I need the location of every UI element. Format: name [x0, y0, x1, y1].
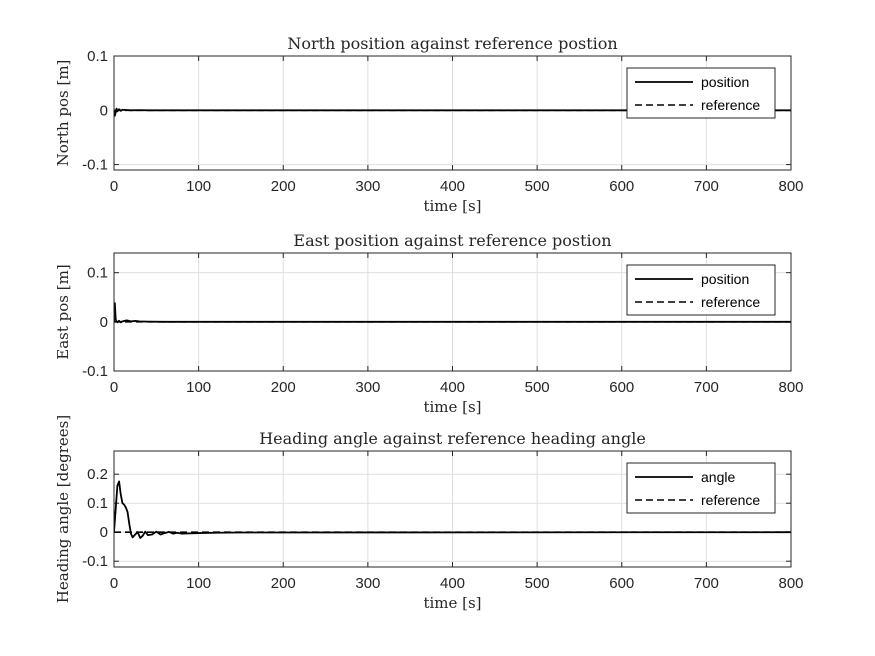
- chart-2-legend: position reference: [626, 264, 776, 316]
- chart-1-x-tick-label-5: 500: [525, 178, 550, 195]
- chart-2-x-tick-label-6: 600: [609, 379, 634, 396]
- chart-3-x-axis-label: time [s]: [423, 594, 481, 612]
- chart-2-legend-label-position: position: [701, 271, 749, 287]
- chart-2-y-axis-label: East pos [m]: [54, 264, 72, 359]
- chart-1-series-position-line: [114, 107, 791, 117]
- chart-3-legend-box: [626, 462, 776, 514]
- chart-3-y-tick-label-2: 0.1: [87, 495, 108, 512]
- chart-2-x-tick-label-0: 0: [110, 379, 118, 396]
- chart-2-legend-label-reference: reference: [701, 294, 760, 310]
- chart-3-group: 0 100 200 300 400 500 600 700 800-0.100.10.2Head…: [54, 415, 804, 612]
- chart-1-x-tick-label-7: 700: [694, 178, 719, 195]
- chart-1-x-tick-label-6: 600: [609, 178, 634, 195]
- chart-3-x-tick-label-2: 200: [271, 575, 296, 592]
- chart-3-legend-label-reference: reference: [701, 492, 760, 508]
- chart-3-x-tick-label-4: 400: [440, 575, 465, 592]
- chart-3-y-axis-label: Heading angle [degrees]: [54, 415, 72, 603]
- chart-2-series-position-line: [114, 302, 791, 324]
- chart-2-x-tick-label-5: 500: [525, 379, 550, 396]
- chart-1-y-tick-label-1: 0: [100, 102, 108, 119]
- chart-2-legend-box: [626, 264, 776, 316]
- chart-1-x-tick-label-0: 0: [110, 178, 118, 195]
- chart-1-x-tick-label-1: 100: [186, 178, 211, 195]
- chart-2-x-tick-label-2: 200: [271, 379, 296, 396]
- chart-2-x-tick-label-4: 400: [440, 379, 465, 396]
- chart-2-y-tick-label-1: 0: [100, 314, 108, 331]
- chart-3-series-angle-line: [114, 480, 791, 539]
- chart-2-x-tick-label-1: 100: [186, 379, 211, 396]
- chart-1-legend-label-reference: reference: [701, 97, 760, 113]
- chart-3-x-tick-label-7: 700: [694, 575, 719, 592]
- chart-3-title: Heading angle against reference heading …: [259, 429, 646, 448]
- chart-3-y-tick-label-0: -0.1: [82, 553, 108, 570]
- chart-1-legend: position reference: [626, 67, 776, 119]
- chart-1-x-tick-label-8: 800: [778, 178, 803, 195]
- chart-1-axes-box: [113, 55, 792, 171]
- chart-1-x-tick-label-2: 200: [271, 178, 296, 195]
- chart-1-y-tick-label-0: -0.1: [82, 157, 108, 174]
- chart-1-y-tick-label-2: 0.1: [87, 48, 108, 65]
- chart-1-legend-label-position: position: [701, 74, 749, 90]
- chart-2-x-tick-label-3: 300: [355, 379, 380, 396]
- chart-3-x-tick-label-0: 0: [110, 575, 118, 592]
- chart-1-x-tick-label-4: 400: [440, 178, 465, 195]
- chart-3-y-tick-label-1: 0: [100, 524, 108, 541]
- chart-1-legend-box: [626, 67, 776, 119]
- chart-3-x-tick-label-1: 100: [186, 575, 211, 592]
- chart-3-x-tick-label-6: 600: [609, 575, 634, 592]
- chart-3-axes-box: [113, 450, 792, 568]
- chart-2-axes-box: [113, 252, 792, 372]
- chart-2-y-tick-label-0: -0.1: [82, 363, 108, 380]
- chart-2-x-tick-label-8: 800: [778, 379, 803, 396]
- chart-3-x-tick-label-3: 300: [355, 575, 380, 592]
- chart-3-legend: angle reference: [626, 462, 776, 514]
- chart-1-title: North position against reference postion: [287, 34, 617, 53]
- chart-2-x-axis-label: time [s]: [423, 398, 481, 416]
- chart-3-x-tick-label-8: 800: [778, 575, 803, 592]
- chart-2-x-tick-label-7: 700: [694, 379, 719, 396]
- chart-3-legend-label-angle: angle: [701, 469, 735, 485]
- chart-3-x-tick-label-5: 500: [525, 575, 550, 592]
- chart-1-x-tick-label-3: 300: [355, 178, 380, 195]
- chart-2-title: East position against reference postion: [293, 231, 611, 250]
- chart-3-y-tick-label-3: 0.2: [87, 466, 108, 483]
- chart-1-x-axis-label: time [s]: [423, 197, 481, 215]
- chart-2-y-tick-label-2: 0.1: [87, 265, 108, 282]
- chart-1-y-axis-label: North pos [m]: [54, 60, 72, 167]
